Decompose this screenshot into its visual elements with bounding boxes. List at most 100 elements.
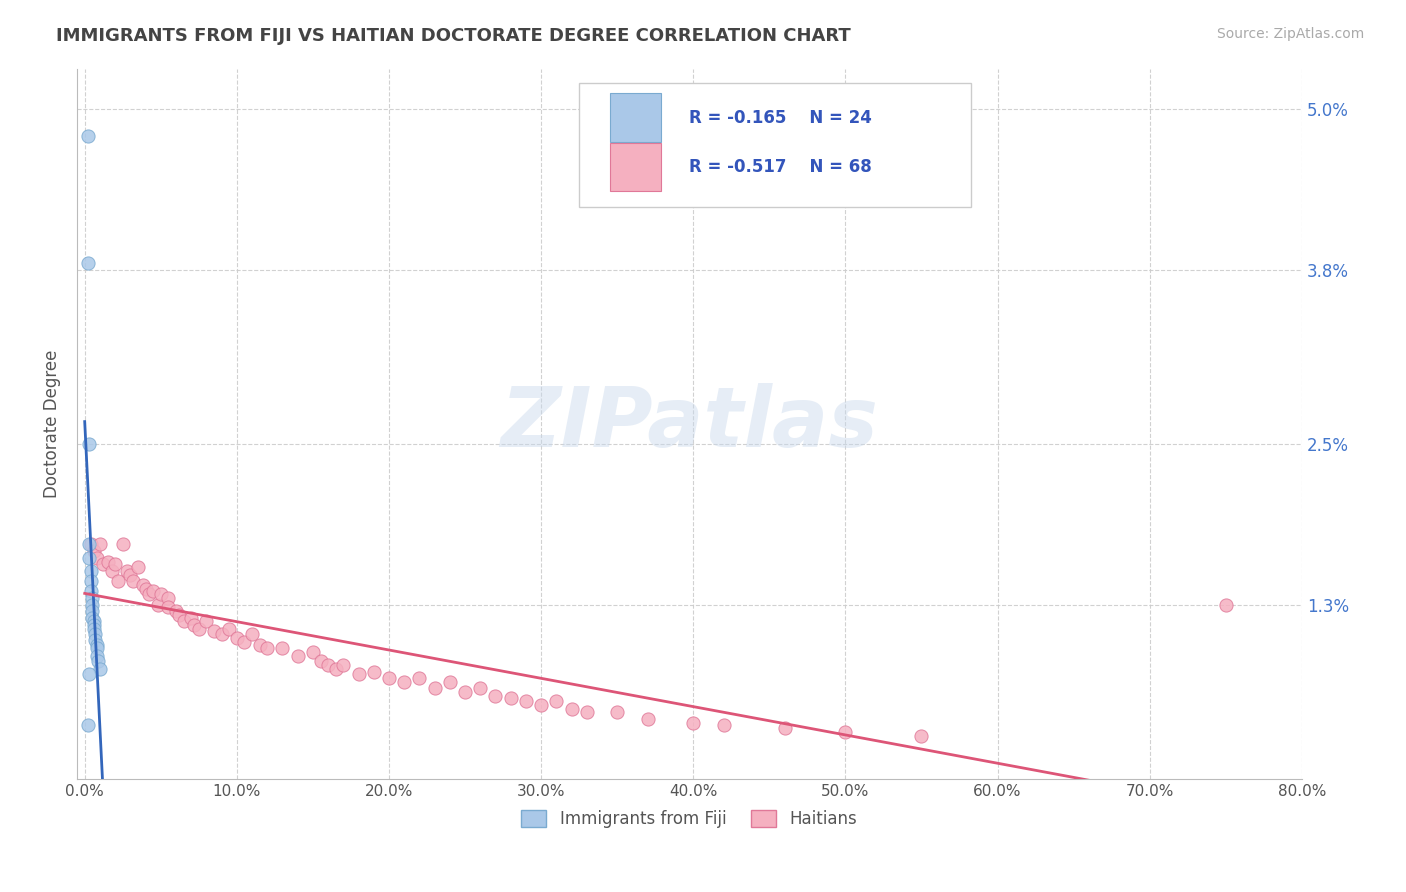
Point [80, 584, 103, 599]
Point [91, 558, 114, 572]
Point [77, 667, 100, 681]
Point [89, 662, 111, 676]
Point [439, 675, 461, 690]
Point [682, 715, 704, 730]
Point [80, 537, 103, 551]
Legend: Immigrants from Fiji, Haitians: Immigrants from Fiji, Haitians [515, 803, 865, 835]
Point [80, 574, 103, 588]
Point [80, 564, 103, 578]
Point [546, 694, 568, 708]
Point [83, 617, 105, 632]
Point [606, 705, 628, 719]
Point [111, 537, 134, 551]
Point [84, 627, 107, 641]
Point [316, 658, 339, 673]
Point [165, 604, 187, 618]
Point [77, 537, 100, 551]
Point [910, 729, 932, 743]
Point [325, 662, 347, 676]
Point [713, 718, 735, 732]
Point [117, 564, 139, 578]
Point [82, 611, 104, 625]
Point [101, 564, 124, 578]
Point [86, 638, 108, 652]
Point [157, 600, 180, 615]
Point [82, 598, 104, 612]
FancyBboxPatch shape [610, 94, 661, 142]
FancyBboxPatch shape [610, 143, 661, 192]
Point [271, 640, 294, 655]
Point [149, 587, 172, 601]
Point [378, 672, 401, 686]
Point [104, 558, 127, 572]
Point [89, 537, 111, 551]
Point [408, 672, 430, 686]
Point [122, 574, 145, 588]
Point [211, 627, 233, 641]
Point [470, 681, 492, 695]
Point [82, 591, 104, 605]
Point [530, 698, 553, 713]
Point [173, 614, 195, 628]
Point [146, 598, 169, 612]
Point [515, 694, 537, 708]
Point [302, 644, 325, 658]
Point [120, 568, 142, 582]
Point [142, 584, 165, 599]
Point [454, 685, 477, 699]
Point [76, 718, 98, 732]
Point [195, 614, 218, 628]
Point [309, 654, 332, 668]
Point [575, 705, 598, 719]
Point [183, 617, 205, 632]
Text: R = -0.165    N = 24: R = -0.165 N = 24 [689, 109, 872, 127]
Point [107, 574, 129, 588]
Point [287, 648, 309, 663]
Text: IMMIGRANTS FROM FIJI VS HAITIAN DOCTORATE DEGREE CORRELATION CHART: IMMIGRANTS FROM FIJI VS HAITIAN DOCTORAT… [56, 27, 851, 45]
Point [423, 681, 446, 695]
Text: R = -0.517    N = 68: R = -0.517 N = 68 [689, 158, 872, 177]
Point [499, 691, 522, 706]
Point [135, 582, 157, 596]
Point [83, 614, 105, 628]
Point [332, 658, 354, 673]
Point [87, 654, 110, 668]
Point [561, 702, 583, 716]
Text: ZIPatlas: ZIPatlas [501, 384, 879, 464]
Point [167, 608, 190, 623]
Point [249, 638, 271, 652]
Point [96, 555, 118, 569]
Point [773, 721, 796, 735]
Point [256, 640, 278, 655]
Y-axis label: Doctorate Degree: Doctorate Degree [44, 350, 60, 498]
Point [76, 128, 98, 143]
Point [225, 631, 247, 645]
Point [86, 550, 108, 565]
Point [157, 591, 180, 605]
Point [347, 667, 370, 681]
Point [86, 648, 108, 663]
Point [187, 622, 209, 636]
Point [484, 689, 506, 703]
Point [83, 544, 105, 558]
Point [131, 577, 153, 591]
Point [86, 640, 108, 655]
Point [392, 675, 415, 690]
Point [77, 437, 100, 451]
Point [84, 632, 107, 647]
Point [83, 622, 105, 636]
FancyBboxPatch shape [579, 83, 972, 207]
Point [180, 611, 202, 625]
Point [218, 622, 240, 636]
Point [233, 635, 256, 649]
Point [240, 627, 263, 641]
Point [138, 587, 160, 601]
Point [76, 256, 98, 270]
Point [363, 665, 385, 679]
Point [834, 725, 856, 739]
Point [1215, 598, 1237, 612]
Text: Source: ZipAtlas.com: Source: ZipAtlas.com [1216, 27, 1364, 41]
Point [82, 604, 104, 618]
Point [637, 712, 659, 726]
Point [77, 550, 100, 565]
